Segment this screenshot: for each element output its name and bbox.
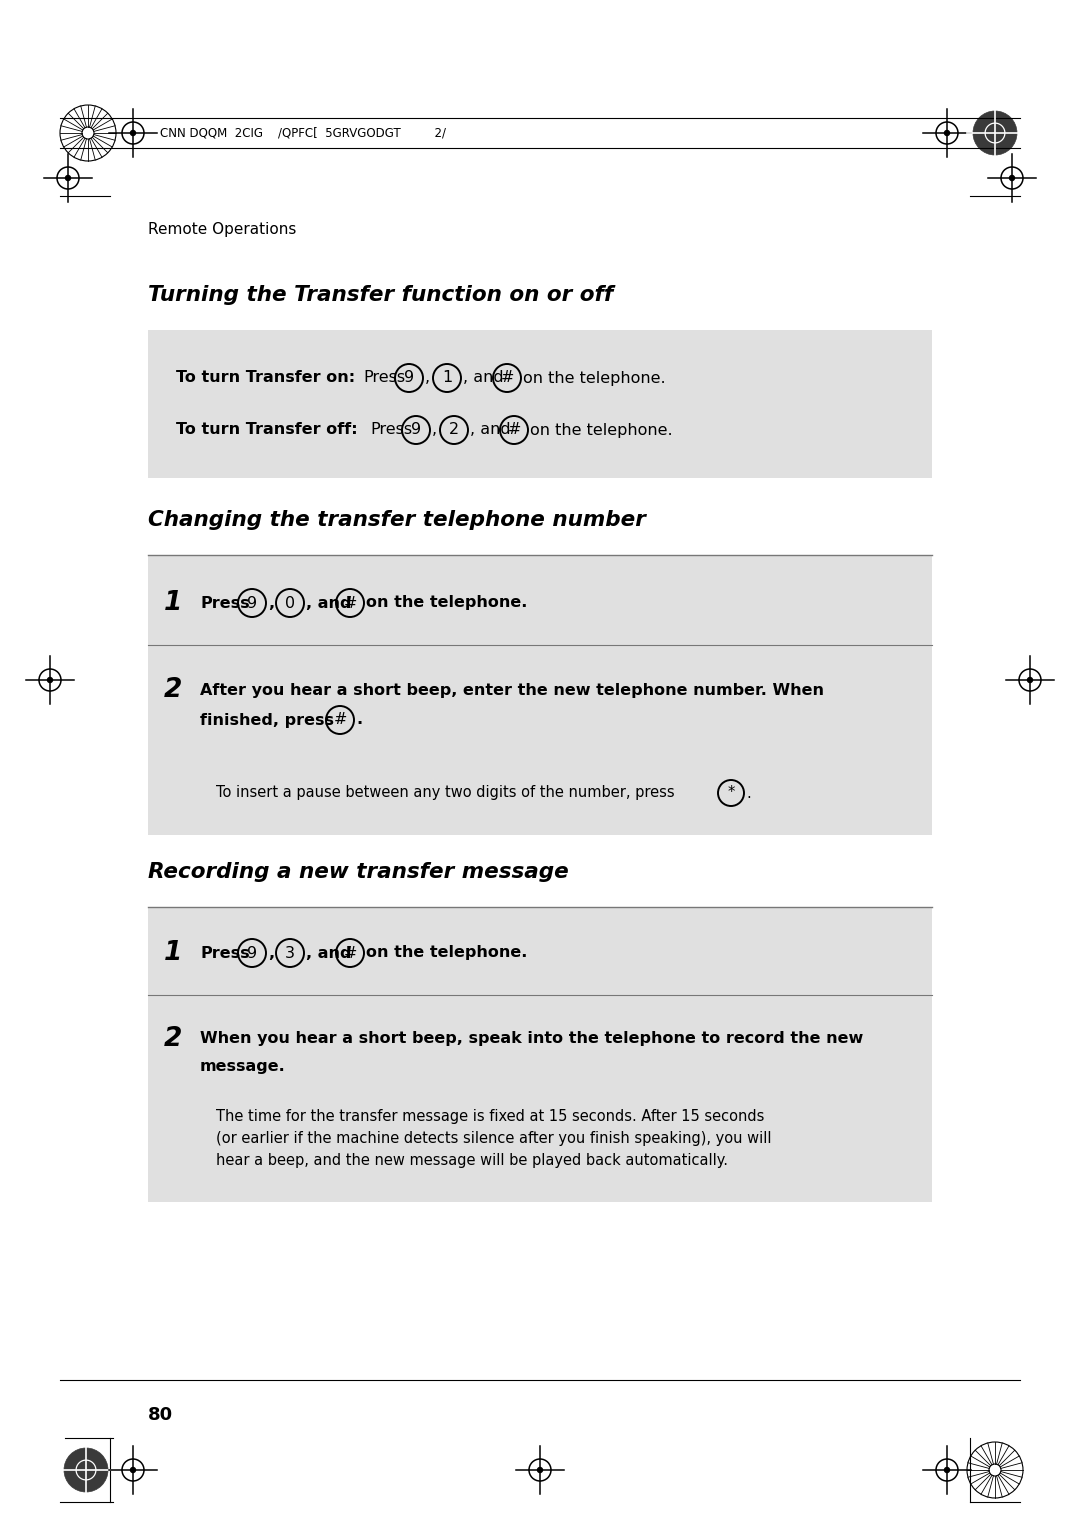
Circle shape [1027,677,1032,683]
Text: When you hear a short beep, speak into the telephone to record the new: When you hear a short beep, speak into t… [200,1031,863,1047]
Circle shape [48,677,53,683]
Text: #: # [334,712,347,727]
Text: Turning the Transfer function on or off: Turning the Transfer function on or off [148,286,613,306]
Text: ,: , [268,596,274,611]
Circle shape [131,1467,135,1473]
Text: 2: 2 [449,423,459,437]
Circle shape [973,112,1017,154]
Text: Press: Press [363,370,405,385]
Text: #: # [343,596,356,611]
Text: on the telephone.: on the telephone. [523,370,665,385]
Text: finished, press: finished, press [200,712,334,727]
Text: Press: Press [370,423,413,437]
Text: To turn Transfer off:: To turn Transfer off: [176,423,357,437]
Circle shape [64,1449,108,1491]
Text: CNN DQQM  2CIG    /QPFC[  5GRVGODGT         2/: CNN DQQM 2CIG /QPFC[ 5GRVGODGT 2/ [160,127,446,139]
Circle shape [1010,176,1014,180]
Text: on the telephone.: on the telephone. [366,946,527,961]
Text: (or earlier if the machine detects silence after you finish speaking), you will: (or earlier if the machine detects silen… [216,1132,771,1146]
Text: on the telephone.: on the telephone. [366,596,527,611]
Circle shape [945,1467,949,1473]
Text: 9: 9 [404,370,414,385]
Text: After you hear a short beep, enter the new telephone number. When: After you hear a short beep, enter the n… [200,683,824,697]
Circle shape [66,176,70,180]
Text: ,: , [268,946,274,961]
Text: 3: 3 [285,946,295,961]
Text: , and: , and [306,596,351,611]
Circle shape [131,130,135,136]
Text: 9: 9 [410,423,421,437]
Circle shape [538,1467,542,1473]
Text: The time for the transfer message is fixed at 15 seconds. After 15 seconds: The time for the transfer message is fix… [216,1109,765,1125]
Text: 1: 1 [164,590,183,616]
Text: *: * [727,785,734,801]
Text: .: . [356,712,362,727]
Text: 0: 0 [285,596,295,611]
Text: message.: message. [200,1059,286,1074]
Text: , and: , and [306,946,351,961]
FancyBboxPatch shape [148,330,932,478]
Text: 9: 9 [247,596,257,611]
Text: To turn Transfer on:: To turn Transfer on: [176,370,355,385]
Text: Remote Operations: Remote Operations [148,222,296,237]
Text: 2: 2 [164,677,183,703]
Text: 1: 1 [164,940,183,966]
Text: 80: 80 [148,1406,173,1424]
Text: 9: 9 [247,946,257,961]
Text: #: # [343,946,356,961]
Text: #: # [508,423,521,437]
Text: ,: , [432,423,437,437]
Text: #: # [500,370,514,385]
Text: Recording a new transfer message: Recording a new transfer message [148,862,569,882]
Text: To insert a pause between any two digits of the number, press: To insert a pause between any two digits… [216,785,675,801]
Circle shape [945,130,949,136]
FancyBboxPatch shape [148,908,932,1203]
Text: hear a beep, and the new message will be played back automatically.: hear a beep, and the new message will be… [216,1154,728,1169]
Text: , and: , and [463,370,503,385]
Text: Press: Press [200,596,249,611]
Text: 2: 2 [164,1025,183,1051]
FancyBboxPatch shape [148,555,932,834]
Text: on the telephone.: on the telephone. [530,423,673,437]
Text: 1: 1 [442,370,453,385]
Text: , and: , and [470,423,511,437]
Text: Changing the transfer telephone number: Changing the transfer telephone number [148,510,646,530]
Text: Press: Press [200,946,249,961]
Text: .: . [746,785,751,801]
Text: ,: , [426,370,430,385]
